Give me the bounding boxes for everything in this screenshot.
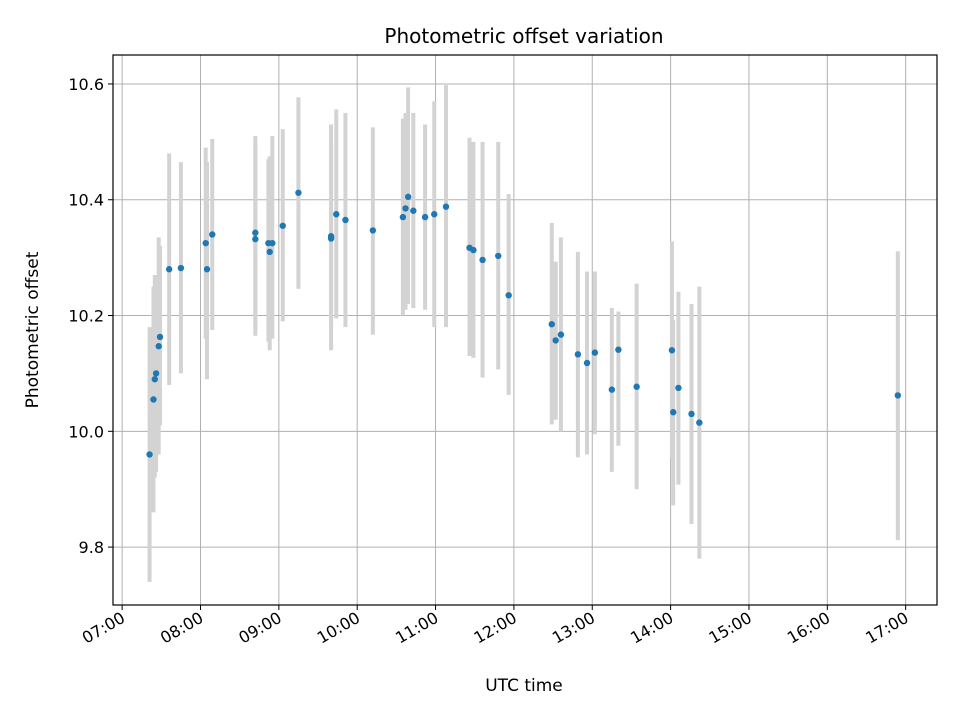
y-axis-ticks: 9.8 10.0 10.2 10.4 10.6: [68, 75, 113, 557]
data-point: [442, 203, 450, 210]
data-point: [252, 229, 259, 236]
data-point: [295, 189, 302, 196]
data-point: [209, 231, 216, 238]
data-point: [369, 227, 377, 234]
data-point: [202, 239, 209, 247]
data-point: [615, 346, 622, 353]
data-point: [342, 216, 349, 224]
y-tick-label: 10.6: [68, 75, 104, 94]
data-point: [583, 359, 591, 367]
data-point: [552, 337, 559, 344]
data-point: [410, 207, 417, 214]
data-point: [155, 343, 162, 350]
data-point: [421, 213, 429, 221]
grid: [113, 55, 937, 605]
data-point: [152, 370, 160, 377]
data-point: [146, 451, 153, 458]
chart-title: Photometric offset variation: [384, 24, 663, 48]
data-point: [675, 384, 682, 392]
y-tick-label: 10.2: [68, 307, 104, 326]
data-point: [327, 235, 335, 242]
data-point: [402, 205, 409, 212]
data-point: [548, 321, 555, 328]
y-tick-label: 10.4: [68, 191, 104, 210]
data-point: [266, 248, 273, 256]
data-point: [404, 193, 412, 201]
data-point: [156, 333, 164, 341]
data-point: [269, 239, 276, 247]
data-point: [165, 266, 173, 273]
data-point: [495, 252, 502, 260]
data-point: [574, 351, 582, 358]
x-axis-label: UTC time: [485, 676, 563, 696]
data-point: [668, 347, 676, 354]
data-point: [670, 409, 677, 416]
data-point: [203, 266, 211, 273]
y-tick-label: 9.8: [79, 538, 104, 557]
data-point: [431, 211, 438, 218]
data-point: [333, 211, 340, 218]
plot-frame: [112, 54, 938, 606]
data-point: [696, 419, 703, 426]
y-axis-label: Photometric offset: [23, 251, 43, 408]
data-point: [279, 222, 286, 229]
data-point: [252, 235, 259, 243]
data-point: [150, 396, 157, 403]
data-point: [479, 256, 486, 264]
data-point: [591, 349, 599, 356]
data-point: [151, 376, 158, 383]
data-point: [608, 386, 616, 393]
data-point: [399, 213, 407, 221]
data-point: [177, 264, 185, 272]
data-point: [688, 410, 695, 418]
data-point: [505, 292, 512, 299]
data-points: [146, 189, 902, 458]
y-tick-label: 10.0: [68, 422, 104, 441]
data-point: [557, 331, 565, 338]
data-point: [470, 246, 477, 254]
data-point: [894, 392, 902, 399]
data-point: [633, 383, 640, 390]
